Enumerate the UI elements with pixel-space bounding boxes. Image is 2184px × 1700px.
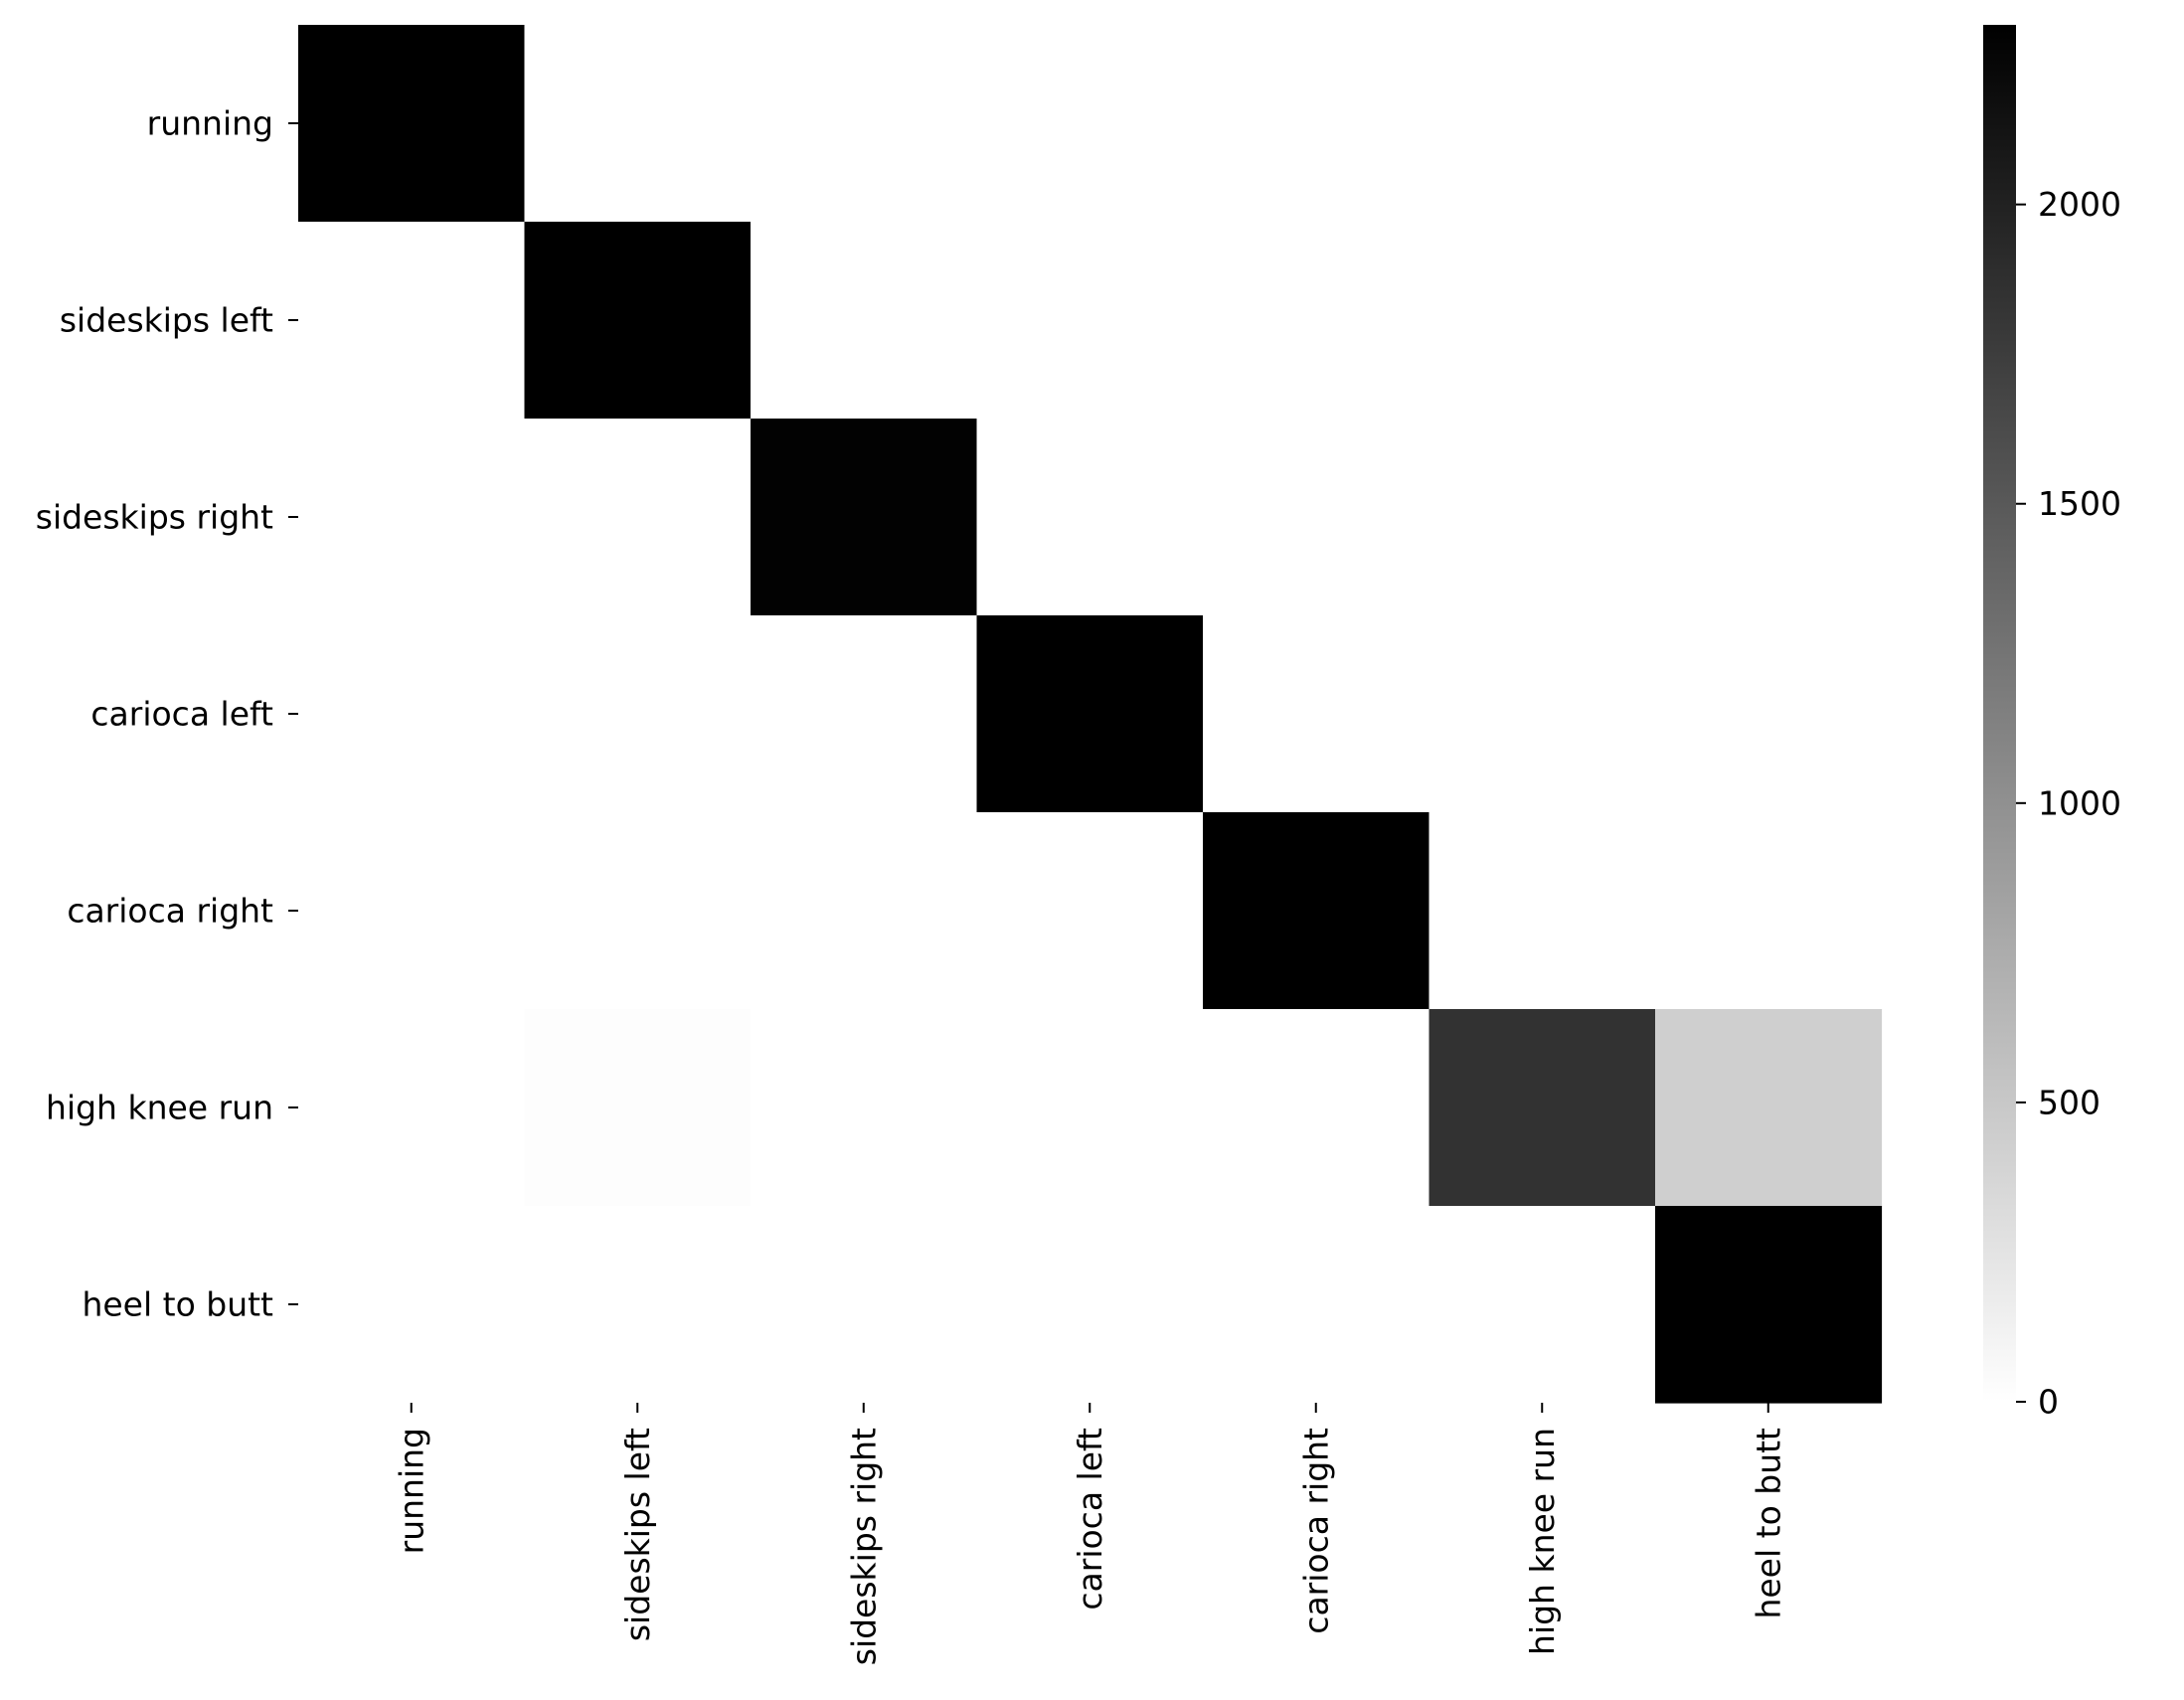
heatmap-cell-running-x-heel-to-butt (1655, 25, 1883, 223)
heatmap-cell-sideskips-right-x-running (298, 419, 526, 616)
heatmap-cell-carioca-right-x-carioca-left (976, 812, 1204, 1010)
heatmap-cell-carioca-left-x-sideskips-left (524, 615, 752, 813)
heatmap-cell-carioca-left-x-heel-to-butt (1655, 615, 1883, 813)
x-tick-label-sideskips-left: sideskips left (618, 1428, 657, 1641)
colorbar-tick-label-1000: 1000 (2038, 783, 2121, 822)
heatmap-cell-sideskips-right-x-sideskips-left (524, 419, 752, 616)
heatmap-cell-sideskips-left-x-sideskips-right (751, 222, 978, 420)
heatmap-cell-sideskips-left-x-heel-to-butt (1655, 222, 1883, 420)
colorbar-tick-label-2000: 2000 (2038, 185, 2121, 224)
heatmap-cell-high-knee-run-x-running (298, 1009, 526, 1207)
heatmap-cell-heel-to-butt-x-carioca-right (1203, 1206, 1430, 1404)
x-tick-label-carioca-right: carioca right (1296, 1428, 1335, 1634)
x-tick-label-high-knee-run: high knee run (1523, 1428, 1562, 1655)
y-tick-label-sideskips-left: sideskips left (60, 301, 273, 340)
heatmap-cell-running-x-running (298, 25, 526, 223)
heatmap-cell-carioca-right-x-heel-to-butt (1655, 812, 1883, 1010)
colorbar-tick-label-1500: 1500 (2038, 484, 2121, 523)
y-tick-label-carioca-left: carioca left (90, 695, 273, 734)
y-tick-label-carioca-right: carioca right (67, 892, 273, 931)
heatmap-cell-carioca-left-x-sideskips-right (751, 615, 978, 813)
x-tick-label-sideskips-right: sideskips right (844, 1428, 883, 1665)
y-axis-tick-labels: running sideskips left sideskips right cari… (36, 104, 298, 1324)
colorbar-gradient (1983, 25, 2016, 1402)
heatmap-cell-running-x-sideskips-left (524, 25, 752, 223)
heatmap-cell-high-knee-run-x-heel-to-butt (1655, 1009, 1883, 1207)
heatmap-cell-heel-to-butt-x-sideskips-left (524, 1206, 752, 1404)
heatmap-cell-sideskips-right-x-sideskips-right (751, 419, 978, 616)
heatmap-cell-carioca-right-x-sideskips-right (751, 812, 978, 1010)
heatmap-cell-carioca-left-x-carioca-left (976, 615, 1204, 813)
colorbar: 0 500 1000 1500 2000 (1983, 25, 2121, 1422)
heatmap-cell-carioca-right-x-sideskips-left (524, 812, 752, 1010)
heatmap-cell-heel-to-butt-x-sideskips-right (751, 1206, 978, 1404)
heatmap-cell-high-knee-run-x-carioca-right (1203, 1009, 1430, 1207)
heatmap-cell-running-x-carioca-left (976, 25, 1204, 223)
y-tick-label-heel-to-butt: heel to butt (82, 1285, 273, 1324)
heatmap-cell-running-x-sideskips-right (751, 25, 978, 223)
heatmap-cell-heel-to-butt-x-high-knee-run (1428, 1206, 1656, 1404)
x-axis-tick-labels: running sideskips left sideskips right cari… (392, 1403, 1787, 1665)
y-tick-label-high-knee-run: high knee run (46, 1089, 273, 1127)
x-tick-label-carioca-left: carioca left (1071, 1428, 1109, 1611)
heatmap-cell-carioca-left-x-high-knee-run (1428, 615, 1656, 813)
heatmap-cell-carioca-right-x-running (298, 812, 526, 1010)
heatmap-cell-carioca-right-x-carioca-right (1203, 812, 1430, 1010)
colorbar-tick-label-500: 500 (2038, 1083, 2100, 1121)
heatmap-cell-high-knee-run-x-sideskips-left (524, 1009, 752, 1207)
heatmap-cell-high-knee-run-x-high-knee-run (1428, 1009, 1656, 1207)
y-tick-label-sideskips-right: sideskips right (36, 498, 273, 537)
heatmap-cell-sideskips-left-x-carioca-left (976, 222, 1204, 420)
heatmap-cell-running-x-carioca-right (1203, 25, 1430, 223)
heatmap-cell-carioca-left-x-carioca-right (1203, 615, 1430, 813)
heatmap-cell-sideskips-left-x-high-knee-run (1428, 222, 1656, 420)
heatmap-cell-high-knee-run-x-carioca-left (976, 1009, 1204, 1207)
x-tick-label-running: running (392, 1428, 430, 1554)
heatmap-cell-carioca-left-x-running (298, 615, 526, 813)
heatmap-cell-sideskips-right-x-heel-to-butt (1655, 419, 1883, 616)
heatmap-cell-sideskips-right-x-carioca-left (976, 419, 1204, 616)
heatmap-cell-sideskips-left-x-sideskips-left (524, 222, 752, 420)
heatmap-cell-sideskips-left-x-carioca-right (1203, 222, 1430, 420)
x-tick-label-heel-to-butt: heel to butt (1749, 1428, 1787, 1619)
heatmap-cell-sideskips-right-x-high-knee-run (1428, 419, 1656, 616)
heatmap-cell-heel-to-butt-x-running (298, 1206, 526, 1404)
heatmap-cell-running-x-high-knee-run (1428, 25, 1656, 223)
heatmap-cell-heel-to-butt-x-carioca-left (976, 1206, 1204, 1404)
heatmap-cell-carioca-right-x-high-knee-run (1428, 812, 1656, 1010)
heatmap-cell-sideskips-right-x-carioca-right (1203, 419, 1430, 616)
heatmap-cells (298, 25, 1883, 1404)
colorbar-tick-label-0: 0 (2038, 1383, 2059, 1422)
y-tick-label-running: running (147, 104, 273, 143)
heatmap-cell-high-knee-run-x-sideskips-right (751, 1009, 978, 1207)
heatmap-cell-heel-to-butt-x-heel-to-butt (1655, 1206, 1883, 1404)
heatmap-cell-sideskips-left-x-running (298, 222, 526, 420)
